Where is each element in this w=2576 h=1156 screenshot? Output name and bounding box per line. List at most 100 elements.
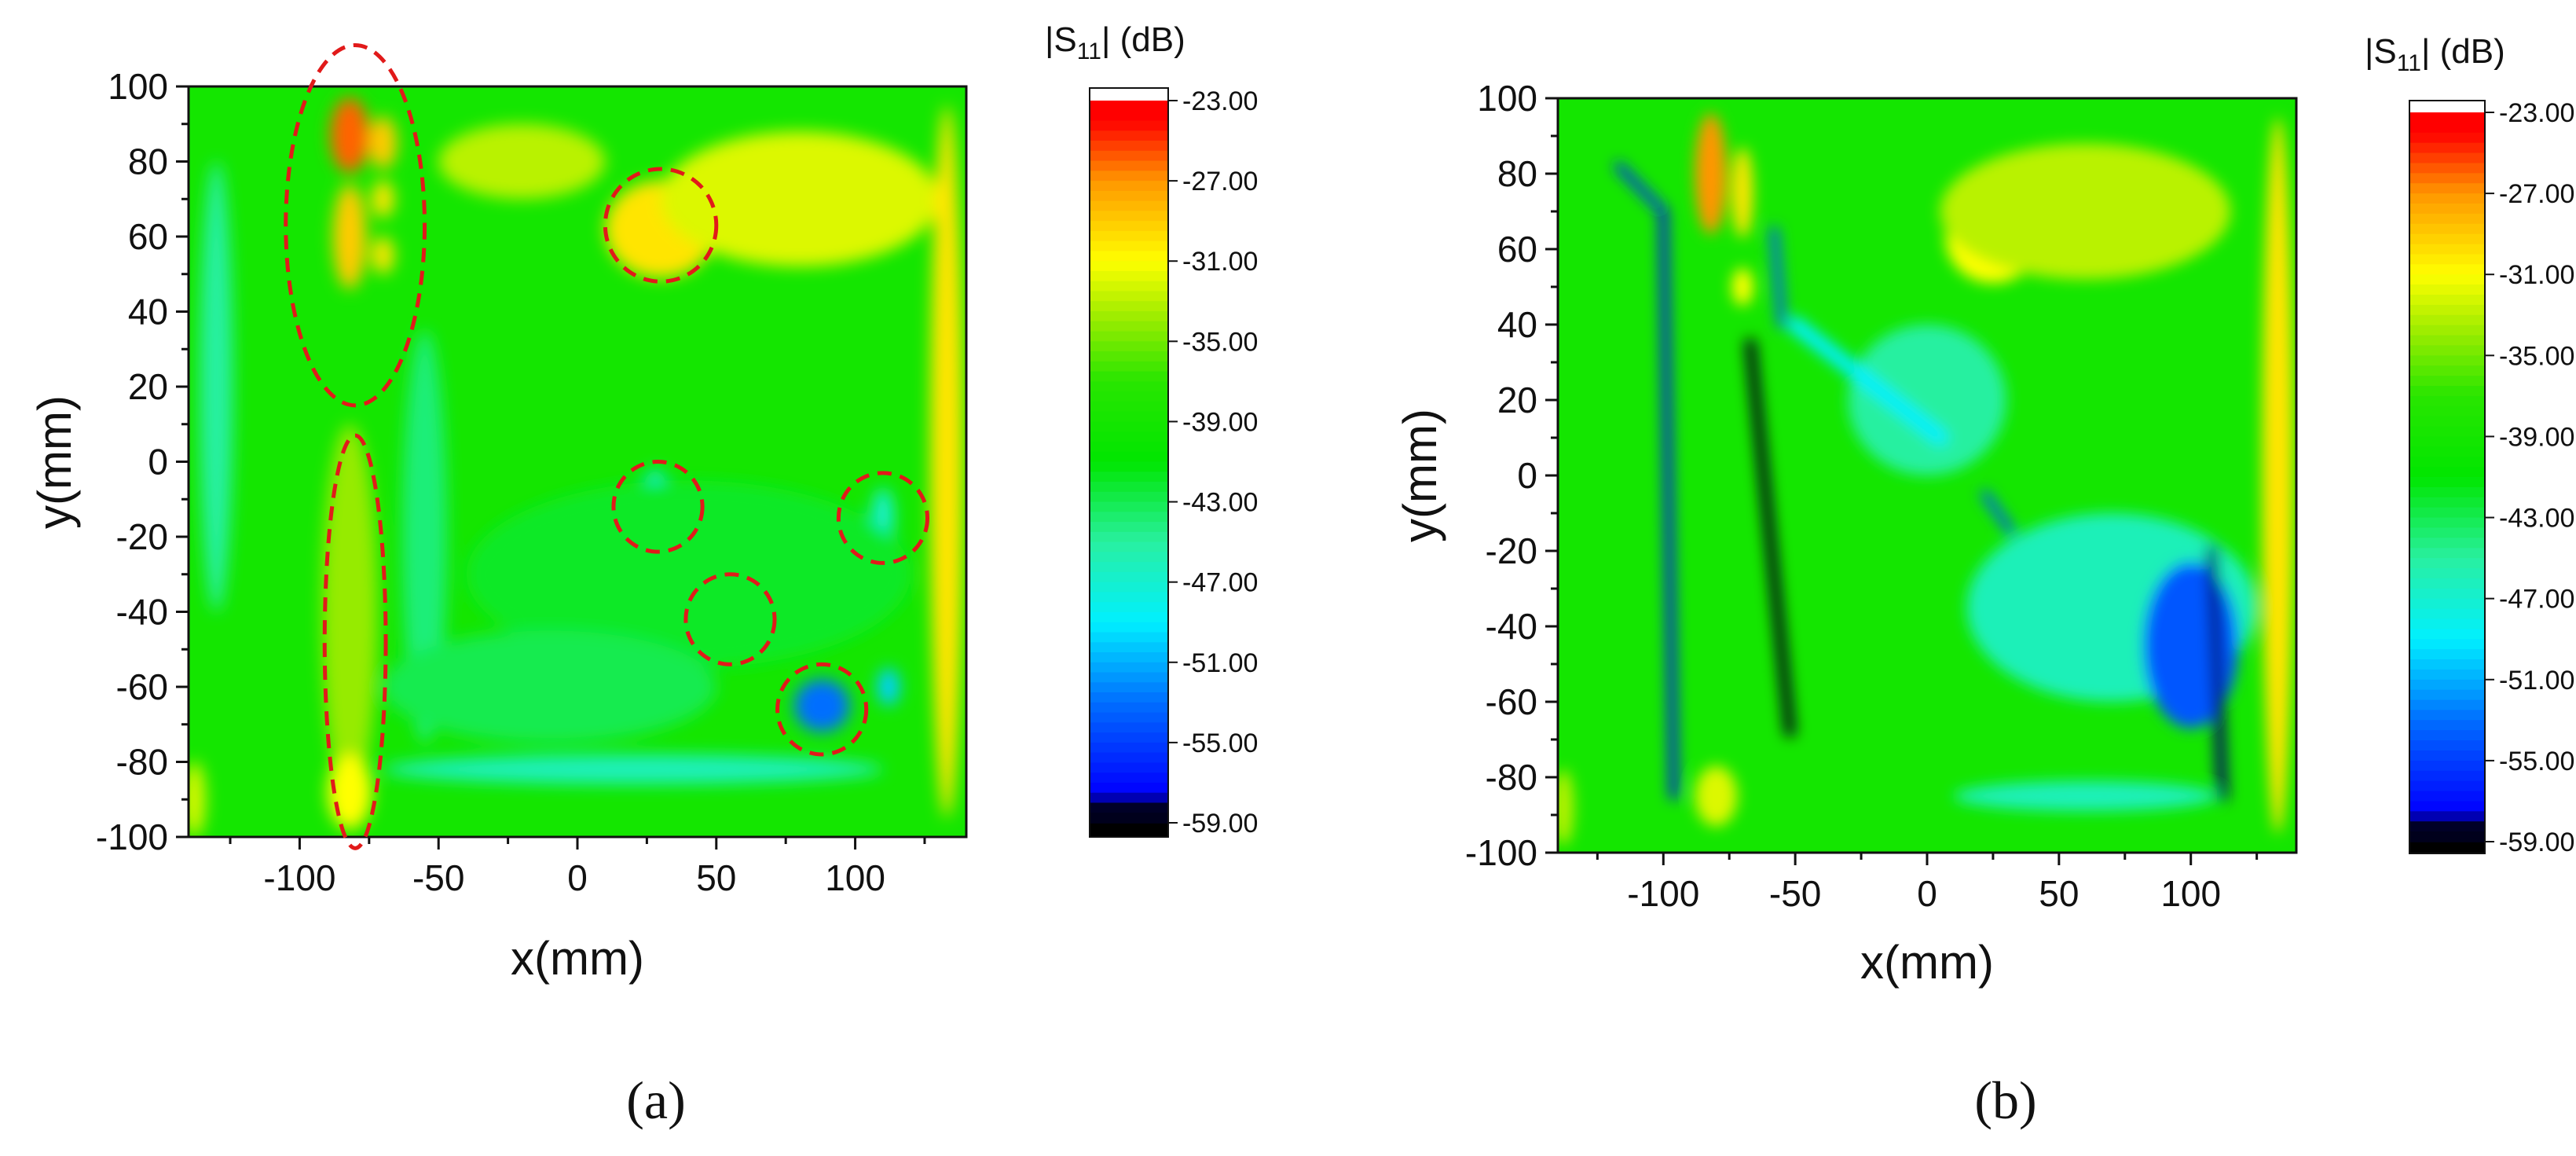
colorbar-band [2409,801,2485,813]
colorbar-band [1090,682,1168,693]
colorbar-band [1090,632,1168,644]
colorbar-band [1090,101,1168,112]
heatmap-b [1558,98,2296,853]
colorbar-band [1090,552,1168,563]
colorbar-band [2409,436,2485,448]
colorbar-tick-label: -23.00 [1182,86,1258,116]
heatmap-a-region [200,161,233,612]
y-tick-label: 40 [128,292,168,332]
colorbar-band [1090,120,1168,132]
colorbar-band [2409,223,2485,235]
colorbar-tick-label: -55.00 [2499,747,2574,776]
colorbar-band [2409,335,2485,347]
colorbar-tick-label: -43.00 [1182,488,1258,518]
colorbar-band [1090,351,1168,362]
colorbar-band [2409,608,2485,620]
annotation-ellipse [284,42,427,408]
y-tick-label: 80 [128,141,168,182]
colorbar-band [1090,722,1168,733]
x-tick-label: -50 [1769,873,1821,914]
colorbar-band [2409,497,2485,508]
heatmap-b-ridge [1614,162,1668,216]
y-tick-label: 0 [1517,455,1537,496]
colorbar-band [2409,173,2485,185]
colorbar-band [1090,281,1168,292]
colorbar-band [1090,461,1168,473]
y-tick-label: -20 [116,516,168,557]
annotation-ellipse [836,471,930,565]
colorbar-band [1090,371,1168,383]
colorbar-a-bands [1090,88,1168,837]
x-tick-label: -100 [263,857,335,898]
colorbar-band [1090,311,1168,322]
colorbar-tick-label: -47.00 [2499,585,2574,615]
colorbar-band [1090,190,1168,202]
annotations-a [284,42,930,850]
colorbar-band [1090,512,1168,523]
colorbar-band [1090,160,1168,172]
colorbar-band [1090,381,1168,392]
colorbar-band [1090,361,1168,372]
heatmap-b-region [1940,143,2231,280]
colorbar-band [2409,780,2485,792]
heatmap-b-region [1731,147,1753,238]
colorbar-band [2409,538,2485,549]
colorbar-band [2409,486,2485,498]
y-tick-label: -100 [1465,832,1537,873]
colorbar-band [2409,618,2485,630]
colorbar-band [2409,446,2485,458]
colorbar-band [2409,112,2485,123]
y-tick-label: 0 [148,442,168,483]
colorbar-band [1090,491,1168,503]
colorbar-tick-label: -55.00 [1182,728,1258,758]
colorbar-band [1090,652,1168,663]
colorbar-band [1090,782,1168,794]
colorbar-band [1090,501,1168,513]
colorbar-b-title: |S11| (dB) [2365,32,2505,76]
y-tick-label: 60 [128,216,168,257]
x-tick-label: 100 [825,857,885,898]
colorbar-band [1090,401,1168,413]
colorbar-band [1090,200,1168,212]
colorbar-band [1090,150,1168,162]
y-axis-label-b: y(mm) [1394,409,1446,542]
colorbar-band [2409,710,2485,721]
colorbar-band [2409,233,2485,245]
annotation-ellipse [683,572,777,666]
heatmap-a-region [466,480,911,669]
y-tick-label: 80 [1497,153,1537,194]
colorbar-band [2409,770,2485,782]
y-tick-label: 100 [1477,78,1537,119]
colorbar-band [2409,314,2485,326]
colorbar-band [1090,181,1168,192]
colorbar-a-title: |S11| (dB) [1045,20,1185,64]
colorbar-band [2409,244,2485,255]
heatmap-a [189,86,966,837]
colorbar-band [1090,331,1168,343]
x-tick-label: 100 [2160,873,2221,914]
colorbar-band [2409,193,2485,204]
colorbar-band [1090,792,1168,804]
colorbar-band [2409,811,2485,823]
colorbar-band [2409,345,2485,357]
heatmap-a-region [368,116,398,170]
colorbar-tick-label: -51.00 [1182,648,1258,678]
colorbar-band [2409,527,2485,539]
y-tick-label: -60 [116,666,168,707]
colorbar-band [2409,517,2485,529]
colorbar-band [1090,110,1168,122]
y-ticks-b: 100 80 60 40 20 0 -20 -40 -60 -80 -100 [1465,78,1558,873]
colorbar-tick-label: -31.00 [2499,260,2574,290]
colorbar-tick-label: -27.00 [1182,167,1258,196]
colorbar-band [1090,341,1168,352]
colorbar-band [1090,712,1168,724]
colorbar-band [2409,699,2485,711]
x-tick-label: -100 [1627,873,1699,914]
colorbar-tick-label: -39.00 [1182,407,1258,437]
colorbar-band [1090,141,1168,152]
heatmap-b-region [1695,113,1727,234]
colorbar-b-bands [2409,101,2485,853]
y-tick-label: -40 [116,592,168,633]
heatmap-a-features [189,97,964,837]
